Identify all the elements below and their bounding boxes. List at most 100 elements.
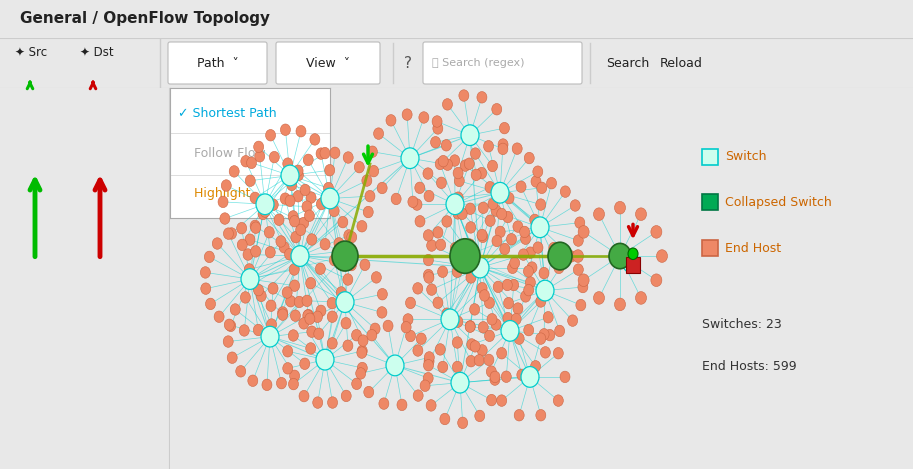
Circle shape xyxy=(403,314,413,325)
Circle shape xyxy=(357,220,367,232)
Circle shape xyxy=(614,298,625,311)
Circle shape xyxy=(299,390,309,402)
Circle shape xyxy=(436,158,446,170)
Circle shape xyxy=(623,256,637,272)
Circle shape xyxy=(330,147,340,159)
Circle shape xyxy=(367,146,377,158)
Circle shape xyxy=(536,296,546,307)
Circle shape xyxy=(321,188,339,209)
Circle shape xyxy=(493,281,503,293)
Circle shape xyxy=(362,175,372,186)
Circle shape xyxy=(485,330,495,341)
Circle shape xyxy=(457,208,467,219)
Bar xyxy=(702,240,718,256)
Circle shape xyxy=(386,114,396,126)
Circle shape xyxy=(525,247,535,258)
Circle shape xyxy=(330,205,339,217)
Text: Reload: Reload xyxy=(660,56,703,69)
Circle shape xyxy=(452,361,462,373)
Circle shape xyxy=(415,182,425,194)
Circle shape xyxy=(441,309,459,330)
Circle shape xyxy=(291,246,309,266)
Circle shape xyxy=(497,208,507,220)
Circle shape xyxy=(226,320,236,332)
Circle shape xyxy=(525,277,535,288)
Text: Highlight: Highlight xyxy=(178,187,250,199)
Circle shape xyxy=(466,272,476,283)
Circle shape xyxy=(433,227,443,238)
Circle shape xyxy=(412,199,422,210)
Circle shape xyxy=(651,226,662,238)
Circle shape xyxy=(254,141,264,152)
Circle shape xyxy=(504,297,514,309)
Circle shape xyxy=(554,262,564,273)
Circle shape xyxy=(260,206,270,217)
Circle shape xyxy=(511,313,521,325)
Circle shape xyxy=(343,152,353,163)
Circle shape xyxy=(343,340,353,351)
Circle shape xyxy=(438,155,448,167)
Circle shape xyxy=(465,158,474,169)
Circle shape xyxy=(415,216,425,227)
Circle shape xyxy=(227,352,237,363)
Circle shape xyxy=(453,208,463,219)
Circle shape xyxy=(575,217,585,228)
Circle shape xyxy=(257,290,267,302)
Circle shape xyxy=(509,257,519,269)
Circle shape xyxy=(465,321,475,333)
Circle shape xyxy=(306,343,316,354)
Circle shape xyxy=(499,243,509,255)
Circle shape xyxy=(300,184,310,196)
Circle shape xyxy=(287,179,297,191)
Circle shape xyxy=(221,180,231,191)
Circle shape xyxy=(524,152,534,164)
Circle shape xyxy=(352,329,362,341)
Circle shape xyxy=(530,361,540,372)
Circle shape xyxy=(527,262,537,273)
Circle shape xyxy=(258,208,268,220)
Circle shape xyxy=(302,295,312,307)
Text: View  ˅: View ˅ xyxy=(306,56,350,69)
Circle shape xyxy=(437,266,447,278)
Circle shape xyxy=(436,239,446,250)
Circle shape xyxy=(478,322,488,333)
Circle shape xyxy=(499,122,509,134)
Circle shape xyxy=(466,356,476,367)
Circle shape xyxy=(547,177,557,189)
Text: Switch: Switch xyxy=(725,150,767,163)
Circle shape xyxy=(440,413,450,425)
Circle shape xyxy=(540,347,551,358)
Circle shape xyxy=(465,239,475,250)
Circle shape xyxy=(477,91,487,103)
Circle shape xyxy=(283,346,293,357)
Circle shape xyxy=(571,200,581,211)
Circle shape xyxy=(347,231,357,243)
Circle shape xyxy=(436,177,446,189)
Circle shape xyxy=(246,175,256,187)
Circle shape xyxy=(299,358,310,370)
Circle shape xyxy=(520,291,530,302)
Circle shape xyxy=(247,375,257,386)
Circle shape xyxy=(316,349,334,370)
Circle shape xyxy=(391,193,401,204)
Circle shape xyxy=(453,192,463,204)
Circle shape xyxy=(328,397,338,408)
Circle shape xyxy=(423,168,433,179)
Circle shape xyxy=(466,203,476,214)
Circle shape xyxy=(651,274,662,287)
Text: Switches: 23: Switches: 23 xyxy=(702,318,782,331)
Circle shape xyxy=(236,222,247,234)
Circle shape xyxy=(320,147,330,159)
Circle shape xyxy=(425,352,435,363)
Circle shape xyxy=(356,368,366,379)
Circle shape xyxy=(236,365,246,377)
Circle shape xyxy=(323,182,333,194)
Circle shape xyxy=(635,208,646,220)
Circle shape xyxy=(466,222,476,233)
Circle shape xyxy=(316,148,326,159)
Circle shape xyxy=(537,182,547,194)
Circle shape xyxy=(285,195,295,207)
Circle shape xyxy=(452,266,462,278)
Circle shape xyxy=(487,394,497,406)
Circle shape xyxy=(563,250,573,262)
